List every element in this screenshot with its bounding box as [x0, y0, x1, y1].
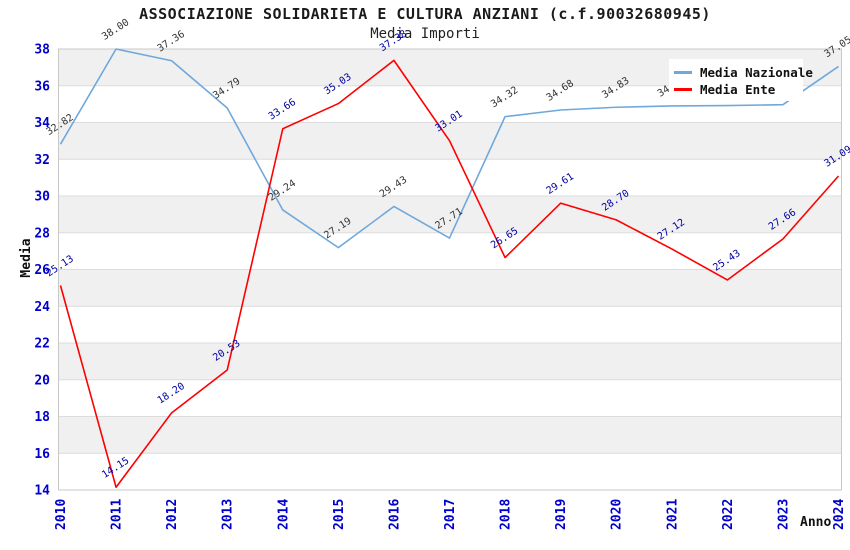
- y-tick-label: 32: [34, 153, 50, 168]
- x-tick-label: 2020: [610, 499, 625, 530]
- y-tick-label: 30: [34, 190, 50, 205]
- x-tick-label: 2017: [443, 499, 458, 530]
- plot-band: [58, 269, 842, 307]
- x-tick-label: 2010: [54, 499, 69, 530]
- y-tick-label: 16: [34, 447, 50, 462]
- plot-band: [58, 159, 842, 196]
- y-tick-label: 36: [34, 79, 50, 94]
- x-tick-label: 2018: [499, 499, 514, 530]
- x-axis-title: Anno: [800, 515, 832, 530]
- y-axis-title: Media: [19, 238, 34, 278]
- plot-border: [58, 48, 842, 491]
- y-tick-label: 34: [34, 116, 50, 131]
- x-tick-label: 2024: [832, 499, 847, 530]
- x-tick-label: 2021: [665, 499, 680, 530]
- plot-band: [58, 343, 842, 380]
- y-tick-label: 20: [34, 373, 50, 388]
- x-tick-label: 2023: [776, 499, 791, 530]
- plot-band: [58, 196, 842, 233]
- y-tick-label: 14: [34, 484, 50, 499]
- legend-label: Media Ente: [700, 82, 776, 97]
- x-tick-label: 2019: [554, 499, 569, 530]
- plot-band: [58, 453, 842, 490]
- x-tick-label: 2022: [721, 499, 736, 530]
- chart-subtitle: Media Importi: [370, 26, 480, 42]
- legend-label: Media Nazionale: [700, 65, 813, 80]
- x-tick-label: 2013: [221, 499, 236, 530]
- y-tick-label: 18: [34, 410, 50, 425]
- legend-swatch-line-icon: [674, 71, 692, 74]
- chart-legend: Media Nazionale Media Ente: [669, 59, 813, 101]
- y-tick-label: 38: [34, 43, 50, 58]
- y-tick-label: 24: [34, 300, 50, 315]
- legend-item-media-ente: Media Ente: [674, 81, 803, 98]
- x-tick-label: 2015: [332, 499, 347, 530]
- x-tick-label: 2012: [165, 499, 180, 530]
- point-label: 38.00: [100, 17, 131, 43]
- plot-band: [58, 306, 842, 343]
- x-tick-label: 2011: [110, 499, 125, 530]
- plot-band: [58, 379, 842, 417]
- series-line-media-ente: [59, 59, 840, 489]
- plot-band: [58, 232, 842, 270]
- series-line-media-nazionale: [59, 48, 839, 249]
- legend-swatch-line-icon: [674, 88, 692, 91]
- chart-title: ASSOCIAZIONE SOLIDARIETA E CULTURA ANZIA…: [139, 5, 711, 23]
- y-tick-label: 28: [34, 226, 50, 241]
- legend-item-media-nazionale: Media Nazionale: [674, 64, 813, 81]
- y-tick-label: 22: [34, 337, 50, 352]
- plot-band: [58, 416, 842, 454]
- y-tick-label: 26: [34, 263, 50, 278]
- x-tick-label: 2014: [276, 499, 291, 530]
- x-tick-label: 2016: [387, 499, 402, 530]
